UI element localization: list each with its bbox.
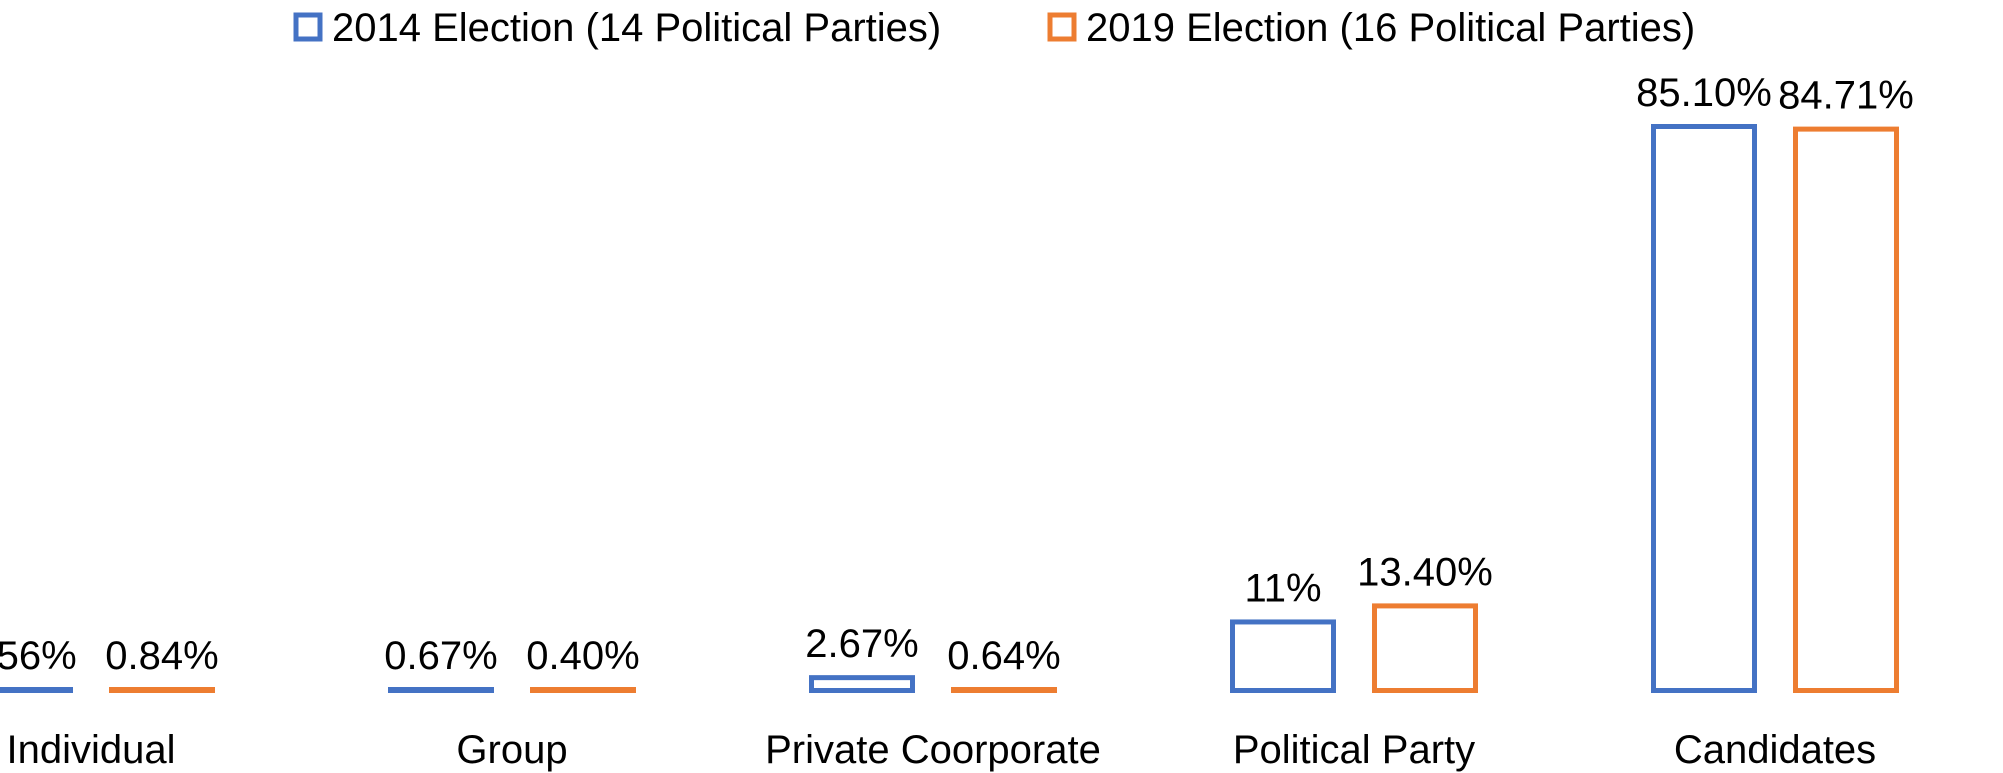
- bar-1-political-party: [1230, 619, 1336, 693]
- bar-2-group: [530, 687, 636, 693]
- legend-label-2: 2019 Election (16 Political Parties): [1086, 6, 1695, 50]
- data-label-1-candidates: 85.10%: [1636, 71, 1772, 115]
- data-label-2-private-coorporate: 0.64%: [947, 634, 1060, 678]
- bar-2-political-party: [1372, 603, 1478, 694]
- bar-1-private-coorporate: [809, 675, 915, 693]
- bar-1-candidates: [1651, 124, 1757, 693]
- bar-1-group: [388, 687, 494, 693]
- chart-legend: 2014 Election (14 Political Parties) 2019…: [293, 6, 1695, 50]
- bar-1-individual: [0, 687, 73, 693]
- category-axis-labels: Individual Group Private Coorporate Politic…: [6, 728, 1876, 772]
- category-label-political-party: Political Party: [1233, 728, 1475, 772]
- data-label-1-group: 0.67%: [384, 634, 497, 678]
- category-label-private-coorporate: Private Coorporate: [765, 728, 1101, 772]
- bar-2-candidates: [1793, 126, 1899, 693]
- data-label-1-political-party: 11%: [1244, 566, 1321, 610]
- category-label-individual: Individual: [6, 728, 175, 772]
- data-label-2-political-party: 13.40%: [1357, 550, 1493, 594]
- bar-group: [0, 124, 1899, 694]
- category-label-group: Group: [456, 728, 567, 772]
- bar-2-individual: [109, 687, 215, 693]
- legend-label-1: 2014 Election (14 Political Parties): [332, 6, 941, 50]
- data-label-1-individual: 0.56%: [0, 634, 77, 678]
- legend-swatch-2: [1047, 12, 1077, 42]
- bar-2-private-coorporate: [951, 687, 1057, 693]
- data-labels: 0.56% 0.84% 0.67% 0.40% 2.67% 0.64% 11% 13.40% 8…: [0, 71, 1914, 678]
- data-label-1-private-coorporate: 2.67%: [805, 622, 918, 666]
- legend-swatch-1: [293, 12, 323, 42]
- data-label-2-candidates: 84.71%: [1778, 74, 1914, 118]
- data-label-2-group: 0.40%: [526, 634, 639, 678]
- data-label-2-individual: 0.84%: [105, 634, 218, 678]
- category-label-candidates: Candidates: [1674, 728, 1876, 772]
